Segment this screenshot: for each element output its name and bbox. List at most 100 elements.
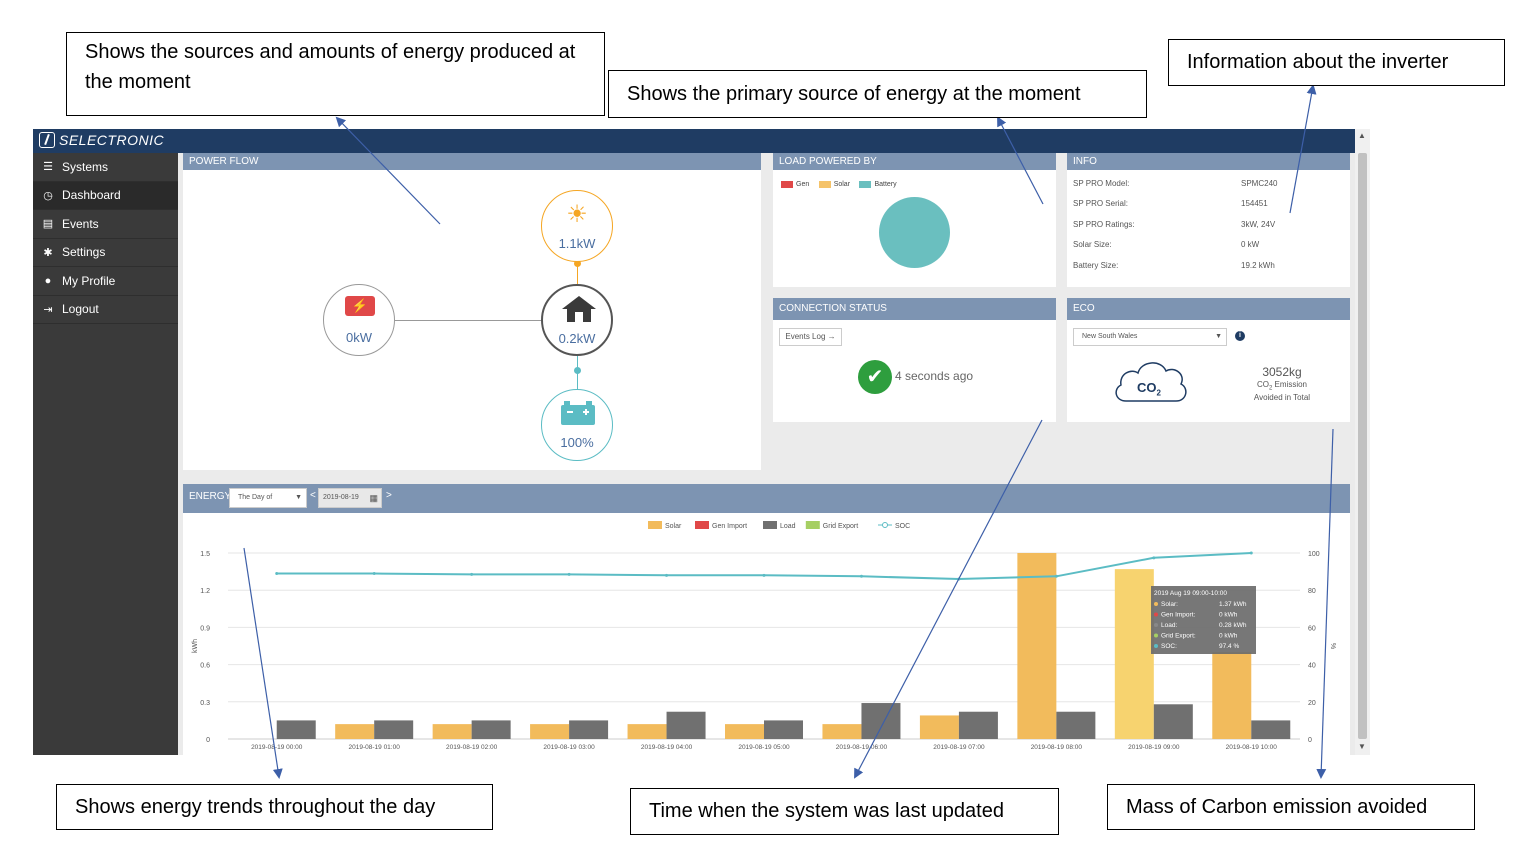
sidebar-item-label: Systems (62, 159, 109, 174)
energy-chart: Solar Gen Import Load Grid Export SOC 0 0.3 0.6… (192, 521, 1336, 751)
user-icon: ● (44, 274, 52, 287)
load-pie-battery[interactable] (879, 197, 950, 268)
legend-swatch-1 (695, 521, 709, 529)
scroll-thumb[interactable] (1358, 153, 1367, 739)
load-bar (1251, 720, 1291, 739)
solar-bar (432, 724, 472, 739)
eco-panel: ECO New South Wales ▼ i CO2 3052kg CO2 E… (1067, 298, 1350, 422)
soc-point (1249, 551, 1253, 555)
sidebar-item-logout[interactable]: ⇥ Logout (33, 296, 178, 324)
callout-info: Information about the inverter (1168, 39, 1505, 86)
load-bar (276, 720, 316, 739)
dashboard-content: POWER FLOW ☀ 1.1kW ⚡ 0kW (178, 153, 1355, 755)
battery-node[interactable]: 100% (541, 389, 613, 461)
x-tick-label: 2019-08-19 02:00 (446, 744, 498, 751)
y-tick-label: 0 (206, 737, 210, 744)
sidebar-item-settings[interactable]: ✱ Settings (33, 239, 178, 267)
scroll-down-icon[interactable]: ▼ (1358, 742, 1366, 751)
y-tick-label: 0.9 (200, 625, 210, 632)
info-panel: INFO SP PRO Model: SPMC240 SP PRO Serial:… (1067, 153, 1350, 287)
legend-gen[interactable]: Gen (781, 181, 809, 188)
solar-bar (1017, 553, 1057, 739)
app-window: SELECTRONIC ☰ Systems ◷ Dashboard ▤ Even… (33, 129, 1370, 755)
solar-flow-dot (574, 260, 581, 267)
co2-amount: 3052kg (1262, 365, 1302, 379)
chevron-down-icon: ▼ (295, 494, 302, 501)
tooltip-value: 0.28 kWh (1219, 622, 1247, 629)
chart-tooltip (1151, 586, 1256, 654)
load-bar (666, 711, 706, 739)
generator-node[interactable]: ⚡ 0kW (323, 284, 395, 356)
sidebar-item-systems[interactable]: ☰ Systems (33, 153, 178, 182)
co2-label: CO2 (1137, 380, 1161, 398)
y2-tick-label: 20 (1308, 700, 1316, 707)
legend-battery[interactable]: Battery (859, 181, 897, 188)
load-powered-panel: LOAD POWERED BY Gen Solar Battery (773, 153, 1056, 287)
legend-solar[interactable]: Solar (818, 181, 850, 188)
soc-point (567, 572, 571, 576)
connection-title: CONNECTION STATUS (773, 298, 1056, 320)
next-day-button[interactable]: > (386, 490, 392, 501)
list-icon: ☰ (43, 161, 53, 174)
x-tick-label: 2019-08-19 03:00 (543, 744, 595, 751)
home-node[interactable]: 0.2kW (541, 284, 613, 356)
battery-icon (561, 401, 595, 425)
eco-title: ECO (1067, 298, 1350, 320)
legend-marker-4 (882, 522, 888, 528)
x-tick-label: 2019-08-19 08:00 (1031, 744, 1083, 751)
sidebar-item-my-profile[interactable]: ● My Profile (33, 267, 178, 296)
y2-tick-label: 100 (1308, 551, 1320, 558)
solar-bar (530, 724, 570, 739)
legend-label-0: Solar (665, 523, 682, 530)
solar-bar (725, 724, 764, 739)
soc-point (470, 572, 474, 576)
range-select[interactable]: The Day of ▼ (229, 488, 307, 508)
legend-swatch-0 (648, 521, 662, 529)
x-tick-label: 2019-08-19 04:00 (641, 744, 693, 751)
y-tick-label: 0.6 (200, 663, 210, 670)
brand-logo[interactable]: SELECTRONIC (39, 132, 164, 148)
legend-label-2: Load (780, 523, 796, 530)
prev-day-button[interactable]: < (310, 490, 316, 501)
events-log-button[interactable]: Events Log → (779, 328, 842, 346)
date-input[interactable]: 2019-08-19 ▦ (318, 488, 382, 508)
check-icon: ✔ (858, 360, 892, 394)
y2-tick-label: 40 (1308, 663, 1316, 670)
energy-title: ENERGY (189, 491, 232, 502)
legend-label-1: Gen Import (712, 523, 747, 530)
scroll-up-icon[interactable]: ▲ (1358, 131, 1366, 140)
home-value: 0.2kW (558, 331, 596, 346)
info-row-model: SP PRO Model: SPMC240 (1073, 178, 1278, 188)
generator-link (395, 320, 543, 321)
callout-connection: Time when the system was last updated (630, 788, 1059, 835)
load-powered-title: LOAD POWERED BY (773, 153, 1056, 170)
legend-swatch-2 (763, 521, 777, 529)
sidebar-item-label: Dashboard (62, 188, 121, 203)
solar-node[interactable]: ☀ 1.1kW (541, 190, 613, 262)
solar-bar (822, 724, 862, 739)
info-circle-icon[interactable]: i (1235, 331, 1245, 341)
legend-label-3: Grid Export (823, 523, 858, 530)
solar-bar (1212, 652, 1252, 739)
sidebar-item-label: Events (62, 216, 99, 231)
solar-bar (335, 724, 375, 739)
load-bar (1153, 704, 1193, 739)
callout-power-flow: Shows the sources and amounts of energy … (66, 32, 605, 116)
x-tick-label: 2019-08-19 00:00 (251, 744, 303, 751)
sidebar: ☰ Systems ◷ Dashboard ▤ Events ✱ Setting… (33, 153, 178, 755)
info-row-solar-size: Solar Size: 0 kW (1073, 240, 1260, 250)
y-tick-label: 0.3 (200, 700, 210, 707)
callout-energy: Shows energy trends throughout the day (56, 784, 493, 830)
sidebar-item-events[interactable]: ▤ Events (33, 210, 178, 239)
y2-tick-label: 60 (1308, 625, 1316, 632)
soc-point (372, 571, 376, 575)
vertical-scrollbar[interactable]: ▲ ▼ (1355, 129, 1370, 755)
tooltip-marker (1154, 644, 1158, 648)
tooltip-label: SOC: (1161, 643, 1177, 650)
tooltip-title: 2019 Aug 19 09:00-10:00 (1154, 590, 1227, 597)
sidebar-item-dashboard[interactable]: ◷ Dashboard (33, 181, 178, 210)
tooltip-marker (1154, 623, 1158, 627)
region-select[interactable]: New South Wales ▼ (1073, 328, 1227, 346)
soc-point (665, 573, 669, 577)
